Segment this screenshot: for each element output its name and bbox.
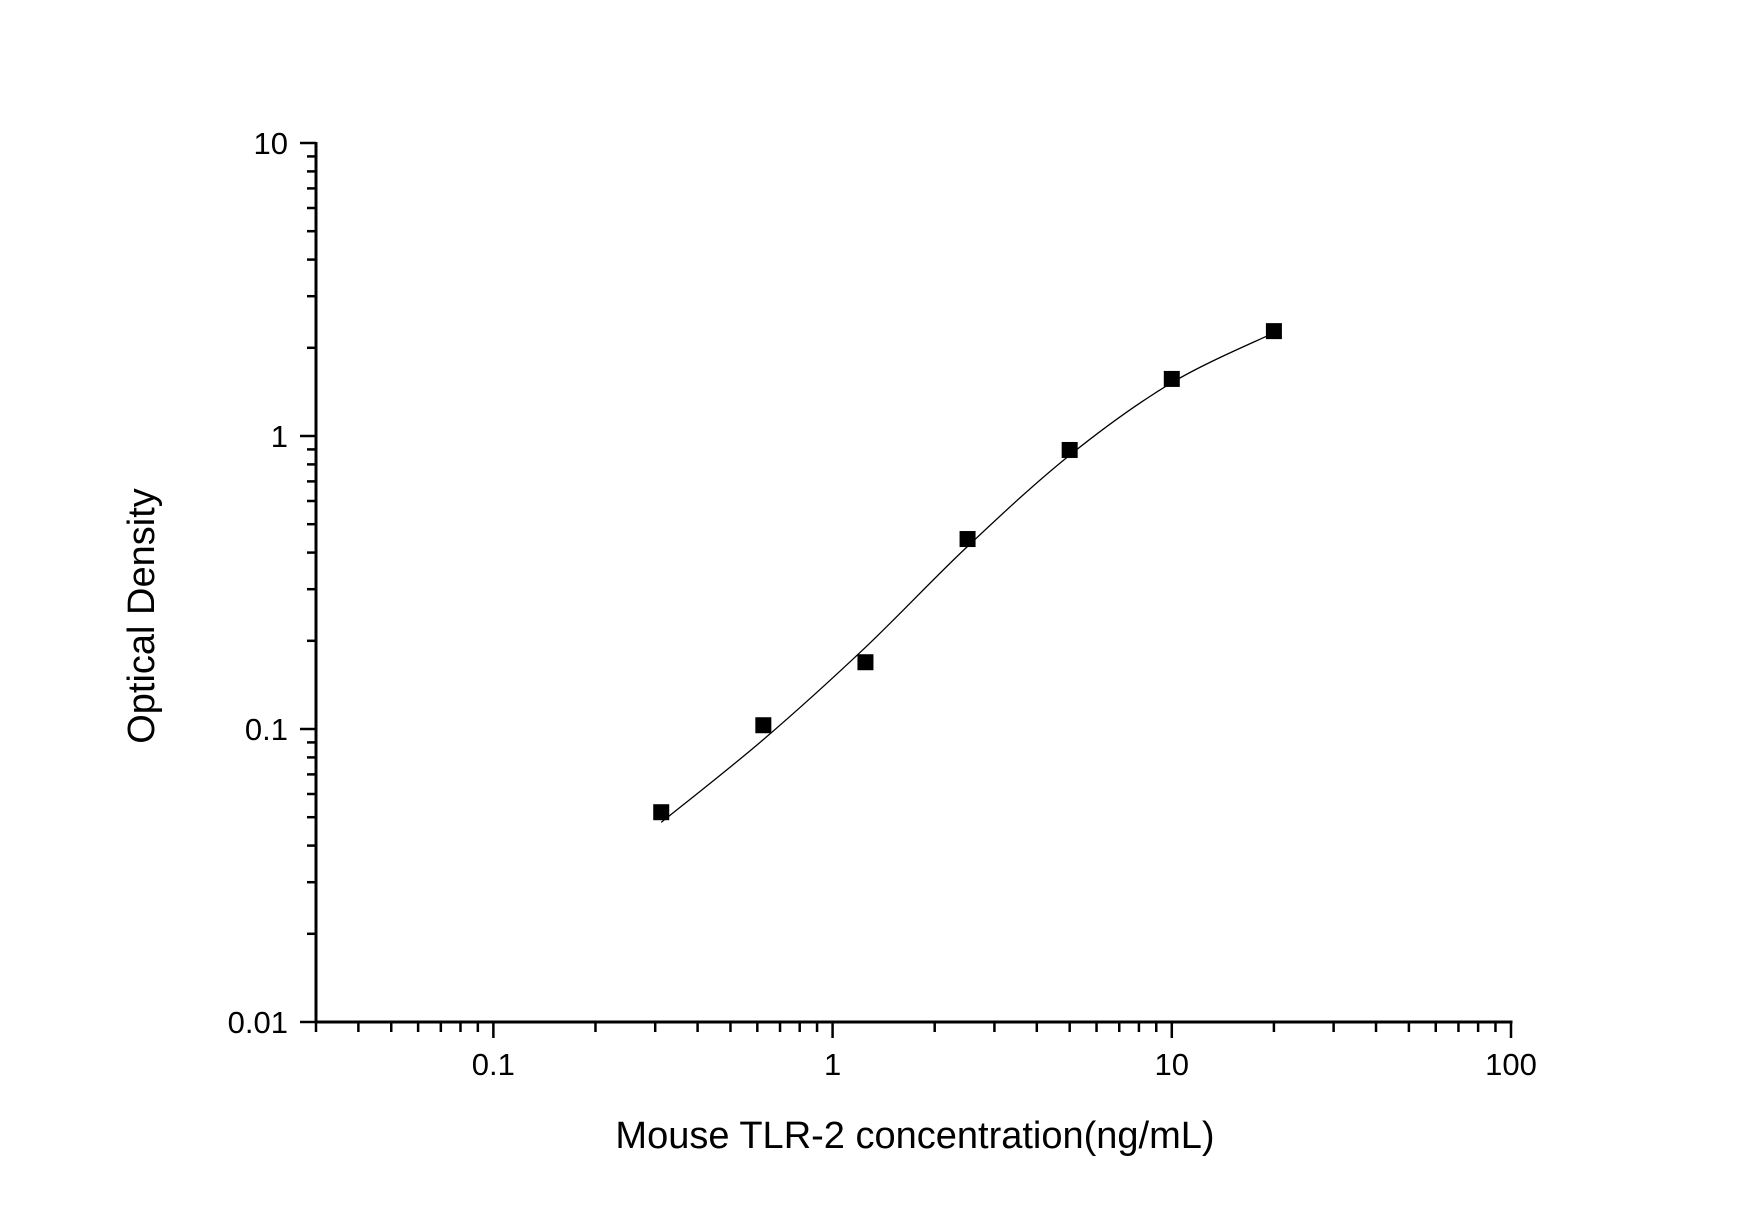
y-tick-label: 0.01 [228, 1005, 288, 1040]
y-tick-label: 10 [254, 126, 288, 161]
axis-ticks [300, 141, 1513, 1038]
y-axis-title: Optical Density [121, 488, 163, 744]
x-tick-label: 0.1 [472, 1047, 515, 1082]
x-tick-label: 1 [824, 1047, 841, 1082]
tick-labels: 0.1 1 10 100 0.01 0.1 1 10 [228, 126, 1537, 1082]
data-point-marker [857, 654, 874, 671]
data-point-marker [1061, 441, 1078, 458]
data-point-marker [1265, 323, 1282, 340]
x-tick-label: 10 [1155, 1047, 1189, 1082]
fitted-curve [660, 332, 1275, 823]
data-point-marker [653, 804, 670, 821]
data-point-marker [755, 717, 772, 734]
axes [314, 142, 1513, 1024]
data-point-marker [959, 531, 976, 548]
x-tick-label: 100 [1485, 1047, 1537, 1082]
data-points [653, 323, 1282, 821]
y-tick-label: 0.1 [245, 712, 288, 747]
x-axis-title: Mouse TLR-2 concentration(ng/mL) [615, 1115, 1214, 1157]
y-tick-label: 1 [271, 419, 288, 454]
data-point-marker [1163, 370, 1180, 387]
